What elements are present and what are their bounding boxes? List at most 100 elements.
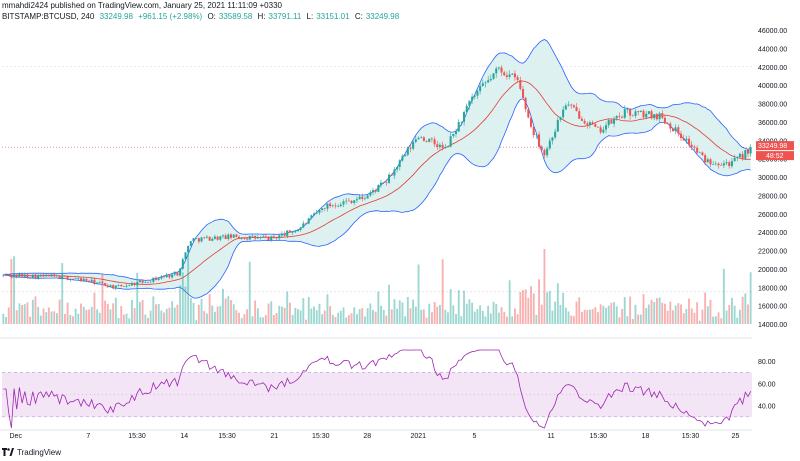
candle [422,136,425,142]
symbol-label: BITSTAMP:BTCUSD, 240 [2,12,95,21]
volume-bar [527,297,530,324]
candle [270,235,273,242]
candle-body [275,237,278,239]
candle [176,271,179,277]
volume-bar [425,317,428,324]
candle-body [701,152,704,156]
candle-body [243,238,246,239]
volume-bar [645,308,648,324]
candle-body [484,82,487,84]
volume-bar [422,309,425,324]
volume-bar [259,317,262,324]
volume-bar [15,310,18,324]
candle-body [321,208,324,210]
candle-body [372,190,375,193]
candle [216,235,219,241]
volume-bar [476,309,479,324]
candle [219,235,222,242]
volume-bar [733,305,736,324]
candle-body [128,285,131,287]
volume-bar [546,292,549,324]
candle [45,274,48,277]
volume-bar [106,303,109,324]
price-chart[interactable]: 46000.00 44000.00 42000.00 40000.00 38000.00… [0,0,800,445]
candle [5,272,8,277]
candle-body [45,274,48,277]
candle-body [176,272,179,276]
volume-bar [489,313,492,324]
candle [50,273,53,277]
volume-bar [535,314,538,324]
candle [7,274,10,276]
candle-body [457,122,460,132]
volume-bar [246,309,249,324]
volume-bar [586,310,589,324]
candle [342,199,345,208]
candle [42,272,45,277]
candle-body [133,283,136,285]
volume-bar [80,303,82,324]
volume-bar [455,314,457,324]
candle-body [270,236,273,241]
volume-bar [345,317,348,324]
volume-bar [165,308,168,324]
volume-bar [195,320,198,324]
volume-bar [42,308,45,324]
candle-body [85,278,88,281]
candle [120,284,123,288]
volume-bar [104,300,107,324]
candle-body [80,278,83,281]
candle-body [219,236,222,240]
candle-body [66,276,69,280]
candle [597,126,600,128]
volume-bar [66,302,69,324]
candle-body [50,274,53,277]
candle [479,82,482,95]
candle-body [294,231,297,233]
candle [321,208,324,213]
time-tick-label: 7 [86,433,90,440]
volume-bar [56,313,58,324]
candle-body [591,122,594,125]
candle [417,136,420,140]
candle-body [588,122,591,125]
volume-bar [409,308,412,324]
volume-bar [272,315,275,324]
candle-body [503,72,506,76]
volume-bar [329,306,332,324]
candle-body [280,233,283,236]
volume-bar [310,308,313,324]
candle-body [390,174,393,176]
candle-body [337,206,340,207]
volume-bar [307,297,310,324]
candle [645,110,648,119]
volume-bar [5,317,7,324]
volume-bar [460,316,463,324]
candle-body [473,95,476,97]
candle [288,229,291,233]
volume-bar [720,318,723,324]
volume-bar [286,291,289,324]
candle [13,273,16,278]
candle-body [106,285,109,288]
candle-body [5,274,8,276]
candle-body [406,147,409,155]
candle [350,200,353,204]
candle-body [562,109,565,118]
volume-bar [647,304,650,324]
candle [53,272,56,278]
volume-bar [674,305,677,324]
volume-bar [506,316,508,324]
candle [658,111,661,123]
candle-body [382,182,385,183]
candle [471,93,474,105]
candle-body [642,110,645,118]
candle-body [749,147,752,154]
candle [197,237,200,244]
candle [264,234,267,238]
candle [409,144,412,153]
volume-bar [353,307,356,324]
volume-bar [26,302,29,324]
candle [299,226,302,232]
candle [629,107,632,120]
